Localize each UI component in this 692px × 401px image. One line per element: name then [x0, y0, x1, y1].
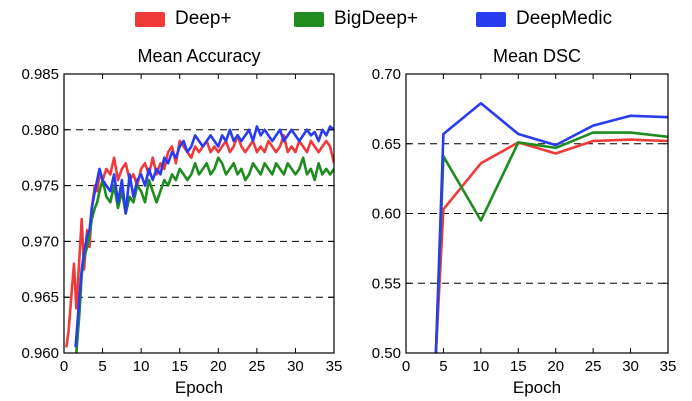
chart0-xtick-label: 10 — [133, 358, 150, 375]
chart-mean-dsc: 0 5 10 15 20 25 30 35 0.50 0.55 0.60 0.65 0.70 Mean D… — [372, 46, 677, 397]
chart1-ytick-label: 0.65 — [372, 136, 401, 153]
legend-swatch-deep-plus — [135, 11, 165, 27]
legend-item-bigdeep-plus: BigDeep+ — [294, 6, 418, 32]
chart1-series-deepmedic — [434, 102, 668, 353]
legend: Deep+ BigDeep+ DeepMedic — [0, 6, 692, 32]
chart0-xtick-label: 35 — [326, 358, 343, 375]
legend-swatch-bigdeep-plus — [294, 11, 324, 27]
chart1-xtick-label: 15 — [510, 358, 527, 375]
chart1-ytick-label: 0.60 — [372, 206, 401, 223]
chart0-xlabel: Epoch — [175, 378, 223, 397]
chart0-xtick-label: 25 — [249, 358, 266, 375]
chart1-series-bigdeep-plus — [434, 131, 668, 353]
chart1-ytick-label: 0.70 — [372, 66, 401, 83]
legend-label-deepmedic: DeepMedic — [516, 8, 613, 29]
chart1-xtick-label: 30 — [622, 358, 639, 375]
legend-swatch-deepmedic — [476, 11, 506, 27]
chart0-ytick-label: 0.975 — [21, 178, 59, 195]
chart0-series-deepmedic — [74, 125, 334, 348]
legend-label-bigdeep-plus: BigDeep+ — [334, 8, 418, 29]
chart1-ytick-label: 0.50 — [372, 345, 401, 362]
chart1-series-deep-plus — [434, 138, 668, 353]
chart0-series-deep-plus — [65, 134, 334, 348]
legend-label-deep-plus: Deep+ — [175, 8, 232, 29]
chart0-xtick-label: 0 — [60, 358, 68, 375]
chart1-xtick-label: 10 — [473, 358, 490, 375]
legend-item-deepmedic: DeepMedic — [476, 6, 612, 32]
chart0-series-bigdeep-plus — [75, 156, 334, 353]
chart1-xlabel: Epoch — [513, 378, 561, 397]
chart0-xtick-label: 5 — [98, 358, 106, 375]
chart0-ytick-label: 0.965 — [21, 289, 59, 306]
chart0-xtick-label: 20 — [210, 358, 227, 375]
chart1-title: Mean DSC — [493, 46, 581, 66]
chart0-frame — [63, 73, 335, 354]
chart1-ytick-label: 0.55 — [372, 275, 401, 292]
chart1-xtick-label: 35 — [660, 358, 677, 375]
chart0-ytick-label: 0.960 — [21, 345, 59, 362]
chart0-title: Mean Accuracy — [137, 46, 260, 66]
chart0-ytick-label: 0.980 — [21, 122, 59, 139]
legend-item-deep-plus: Deep+ — [135, 6, 232, 32]
chart0-xtick-label: 30 — [287, 358, 304, 375]
chart1-xtick-label: 20 — [547, 358, 564, 375]
chart1-xtick-label: 25 — [585, 358, 602, 375]
chart-mean-accuracy: 0 5 10 15 20 25 30 35 0.960 0.965 0.970 0.975 0.980 0… — [21, 46, 342, 397]
chart0-xtick-label: 15 — [171, 358, 188, 375]
chart1-xtick-label: 5 — [439, 358, 447, 375]
chart0-ytick-label: 0.970 — [21, 233, 59, 250]
chart1-xtick-label: 0 — [402, 358, 410, 375]
chart0-ytick-label: 0.985 — [21, 66, 59, 83]
